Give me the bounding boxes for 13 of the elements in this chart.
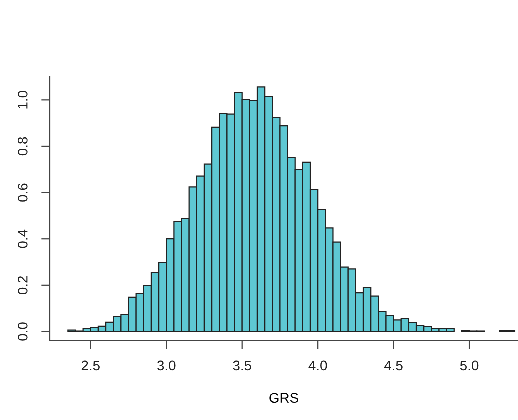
y-tick-label: 0.6 (18, 184, 28, 202)
x-tick-label: 2.5 (82, 360, 100, 371)
x-tick-label: 3.5 (233, 360, 252, 371)
x-tick-label: 5.0 (460, 360, 479, 371)
x-tick-label: 4.5 (384, 360, 403, 371)
x-tick-label: 3.0 (158, 360, 176, 371)
y-tick-label: 0.8 (18, 137, 28, 156)
x-tick-label: 4.0 (308, 360, 328, 371)
y-tick-label: 1.0 (18, 91, 28, 109)
y-tick-label: 0.4 (18, 230, 28, 248)
x-axis-title: GRS (270, 393, 298, 404)
y-tick-label: 0.0 (18, 322, 28, 341)
y-tick-label: 0.2 (18, 276, 28, 295)
